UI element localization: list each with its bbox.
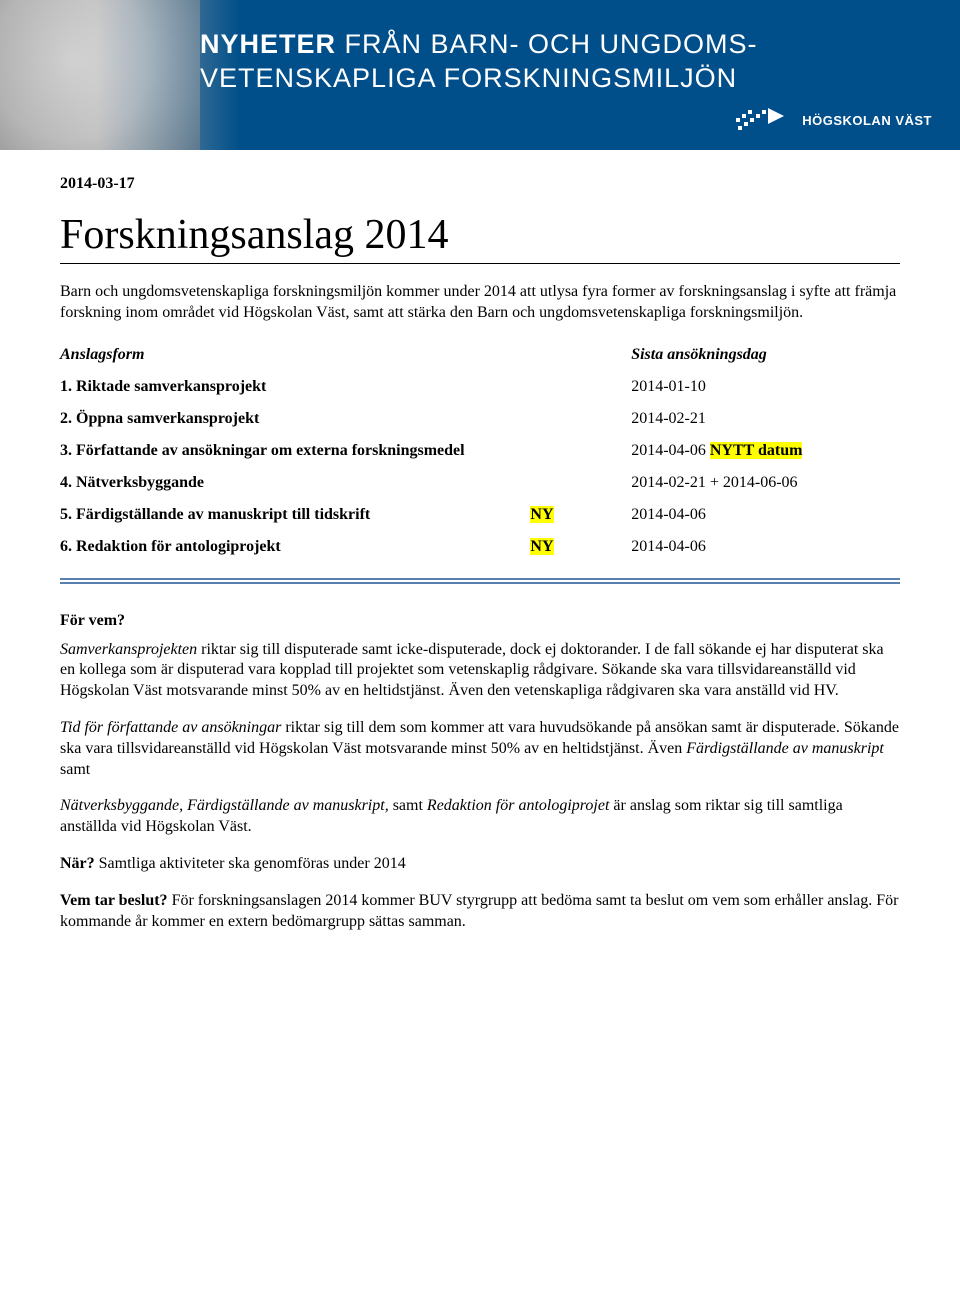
row-tag [530,474,631,492]
row-date: 2014-04-06 NYTT datum [631,442,900,460]
table-row: 3. Författande av ansökningar om externa… [60,442,900,460]
paragraph-natverks: Nätverksbyggande, Färdigställande av man… [60,796,900,838]
logo-graphic-icon [734,104,794,136]
row-tag [530,410,631,428]
table-header-row: Anslagsform Sista ansökningsdag [60,346,900,364]
p2-end: samt [60,761,90,778]
row-type: 2. Öppna samverkansprojekt [60,410,530,428]
banner-title-bold: NYHETER [200,29,336,59]
table-row: 6. Redaktion för antologiprojektNY2014-0… [60,538,900,556]
intro-paragraph: Barn och ungdomsvetenskapliga forsknings… [60,282,900,324]
logo-text: HÖGSKOLAN VÄST [802,113,932,128]
banner-title: NYHETER FRÅN BARN- OCH UNGDOMS- VETENSKA… [200,28,758,96]
row-tag [530,442,631,460]
bold-nar: När? [60,855,95,872]
row-type: 3. Författande av ansökningar om externa… [60,442,530,460]
row-date: 2014-04-06 [631,506,900,524]
grants-table: Anslagsform Sista ansökningsdag 1. Rikta… [60,346,900,556]
row-date: 2014-02-21 [631,410,900,428]
p3-mid: samt [389,797,427,814]
university-logo: HÖGSKOLAN VÄST [734,104,932,136]
table-row: 2. Öppna samverkansprojekt 2014-02-21 [60,410,900,428]
p5-rest: För forskningsanslagen 2014 kommer BUV s… [60,892,898,930]
table-row: 5. Färdigställande av manuskript till ti… [60,506,900,524]
for-vem-heading: För vem? [60,612,900,630]
banner-photo-placeholder [0,0,200,150]
row-type: 6. Redaktion för antologiprojekt [60,538,530,556]
header-anslagsform: Anslagsform [60,346,530,364]
document-date: 2014-03-17 [60,175,900,193]
em-fardigstallande: Färdigställande av manuskript [686,740,884,757]
document-body: 2014-03-17 Forskningsanslag 2014 Barn oc… [0,150,960,988]
bold-vem: Vem tar beslut? [60,892,168,909]
row-date: 2014-02-21 + 2014-06-06 [631,474,900,492]
p4-rest: Samtliga aktiviteter ska genomföras unde… [95,855,406,872]
paragraph-nar: När? Samtliga aktiviteter ska genomföras… [60,854,900,875]
horizontal-double-rule [60,578,900,584]
header-banner: NYHETER FRÅN BARN- OCH UNGDOMS- VETENSKA… [0,0,960,150]
em-tid: Tid för författande av ansökningar [60,719,281,736]
page-title: Forskningsanslag 2014 [60,211,900,264]
header-date: Sista ansökningsdag [631,346,900,364]
row-type: 1. Riktade samverkansprojekt [60,378,530,396]
banner-title-rest: FRÅN BARN- OCH UNGDOMS- [345,29,758,59]
row-tag [530,378,631,396]
em-redaktion: Redaktion för antologiprojet [427,797,610,814]
row-type: 4. Nätverksbyggande [60,474,530,492]
banner-title-line2: VETENSKAPLIGA FORSKNINGSMILJÖN [200,63,737,93]
paragraph-tid: Tid för författande av ansökningar rikta… [60,718,900,780]
row-tag: NY [530,506,631,524]
row-date: 2014-04-06 [631,538,900,556]
header-tag [530,346,631,364]
paragraph-vem-tar-beslut: Vem tar beslut? För forskningsanslagen 2… [60,891,900,933]
row-tag: NY [530,538,631,556]
em-samverkansprojekten: Samverkansprojekten [60,641,197,658]
table-row: 1. Riktade samverkansprojekt 2014-01-10 [60,378,900,396]
row-type: 5. Färdigställande av manuskript till ti… [60,506,530,524]
em-natverks: Nätverksbyggande, Färdigställande av man… [60,797,389,814]
row-date: 2014-01-10 [631,378,900,396]
paragraph-samverkansprojekten: Samverkansprojekten riktar sig till disp… [60,640,900,702]
table-row: 4. Nätverksbyggande 2014-02-21 + 2014-06-… [60,474,900,492]
